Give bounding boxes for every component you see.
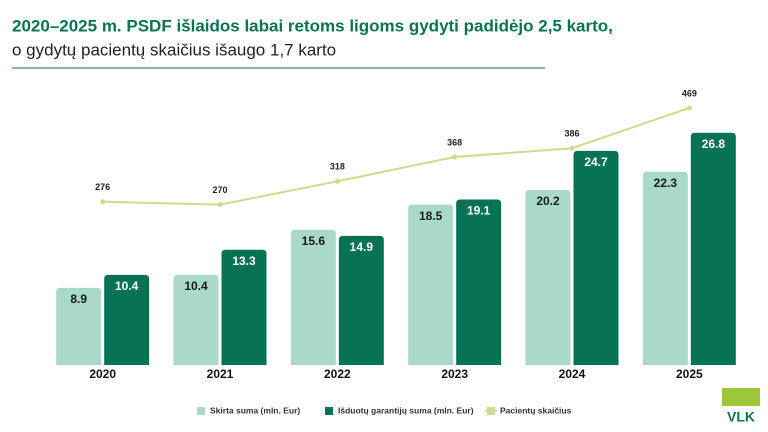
bar [173, 274, 219, 365]
line-point [452, 154, 458, 160]
bar-value-label: 8.9 [70, 292, 87, 306]
bar [525, 189, 571, 365]
chart-subtitle: o gydytų pacientų skaičius išaugo 1,7 ka… [12, 40, 336, 59]
x-tick-label: 2024 [559, 367, 586, 381]
logo-text: VLK [727, 409, 755, 425]
bar [104, 274, 150, 365]
logo: VLK [722, 388, 760, 425]
x-tick-label: 2022 [324, 367, 351, 381]
bar-value-label: 13.3 [232, 254, 256, 268]
bar [456, 199, 502, 365]
point-value-label: 318 [330, 162, 345, 172]
bar-value-label: 22.3 [654, 176, 678, 190]
bar-value-label: 18.5 [419, 209, 443, 223]
bar-value-label: 26.8 [702, 137, 726, 151]
legend-label: Skirta suma (mln. Eur) [210, 405, 300, 415]
bar [642, 171, 688, 365]
bar-value-label: 15.6 [302, 234, 326, 248]
bar [290, 229, 336, 365]
legend-swatch [325, 407, 333, 415]
bar [573, 150, 619, 365]
line-point [569, 145, 575, 151]
x-tick-label: 2021 [207, 367, 234, 381]
line [102, 106, 690, 206]
x-tick-label: 2023 [441, 367, 468, 381]
bar-value-label: 20.2 [536, 194, 560, 208]
point-value-label: 469 [682, 88, 697, 98]
legend-label: Išduotų garantijų suma (mln. Eur) [338, 405, 474, 415]
line-point [686, 105, 692, 111]
bar-value-label: 24.7 [584, 155, 608, 169]
legend-label: Pacientų skaičius [500, 405, 572, 415]
x-tick-label: 2020 [89, 367, 116, 381]
line-point [217, 202, 223, 208]
point-value-label: 276 [95, 182, 110, 192]
line-point [334, 178, 340, 184]
point-value-label: 270 [212, 185, 227, 195]
bar [690, 132, 736, 365]
bar-value-label: 10.4 [115, 279, 139, 293]
logo-figures [722, 388, 760, 406]
point-value-label: 386 [564, 129, 579, 139]
bar-value-label: 14.9 [350, 240, 374, 254]
line-point [100, 199, 106, 205]
x-tick-label: 2025 [676, 367, 703, 381]
chart-title: 2020–2025 m. PSDF išlaidos labai retoms … [12, 16, 613, 35]
bar [408, 204, 454, 365]
point-value-label: 368 [447, 137, 462, 147]
legend-marker [487, 407, 495, 415]
bar-value-label: 19.1 [467, 204, 491, 218]
bar-value-label: 10.4 [184, 279, 208, 293]
bar [221, 249, 267, 365]
legend-swatch [197, 407, 205, 415]
bar [56, 287, 102, 365]
bar [338, 235, 384, 365]
